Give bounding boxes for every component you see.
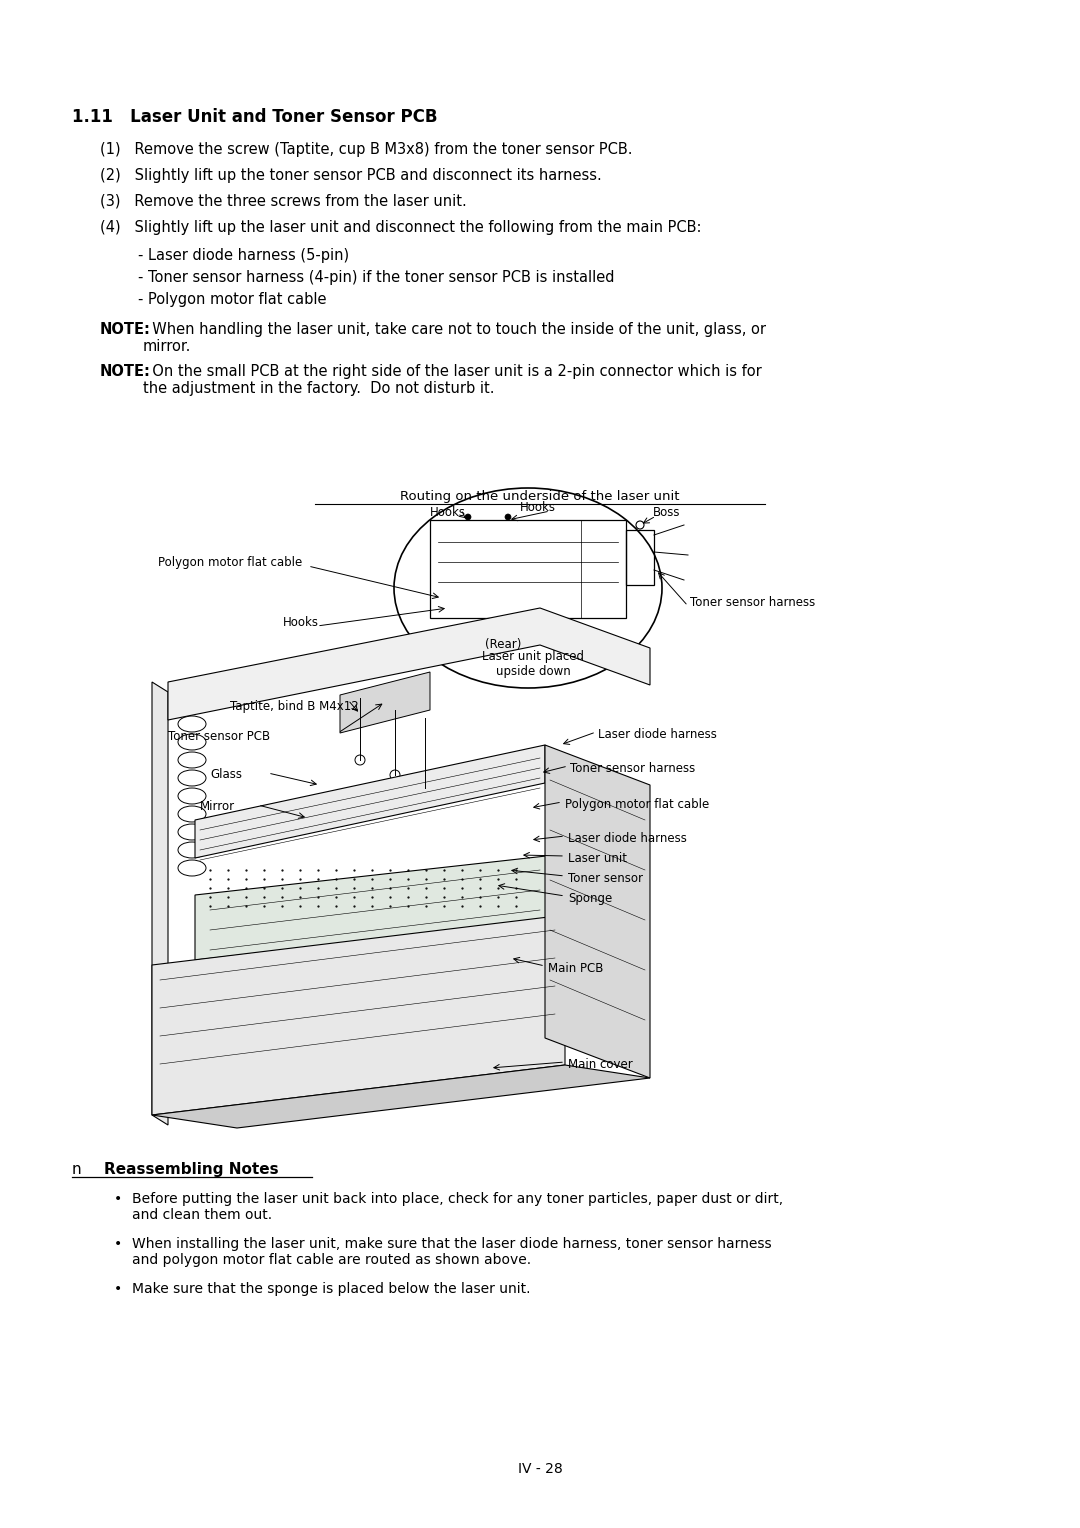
Text: Laser unit: Laser unit bbox=[568, 853, 627, 865]
Circle shape bbox=[465, 513, 471, 520]
Polygon shape bbox=[168, 608, 650, 720]
Text: Glass: Glass bbox=[210, 769, 242, 781]
Polygon shape bbox=[152, 915, 565, 1115]
Text: Toner sensor harness: Toner sensor harness bbox=[570, 762, 696, 775]
Text: Routing on the underside of the laser unit: Routing on the underside of the laser un… bbox=[401, 490, 679, 503]
Text: Polygon motor flat cable: Polygon motor flat cable bbox=[565, 798, 710, 811]
Text: n: n bbox=[72, 1161, 82, 1177]
Text: Make sure that the sponge is placed below the laser unit.: Make sure that the sponge is placed belo… bbox=[132, 1282, 530, 1296]
Text: - Laser diode harness (5-pin): - Laser diode harness (5-pin) bbox=[138, 248, 349, 263]
Text: Hooks: Hooks bbox=[519, 501, 556, 513]
Bar bbox=[626, 530, 654, 585]
Text: •: • bbox=[113, 1282, 122, 1296]
Text: - Polygon motor flat cable: - Polygon motor flat cable bbox=[138, 292, 326, 307]
Text: upside down: upside down bbox=[496, 665, 570, 678]
Text: (4)   Slightly lift up the laser unit and disconnect the following from the main: (4) Slightly lift up the laser unit and … bbox=[100, 220, 702, 235]
Text: Taptite, bind B M4x12: Taptite, bind B M4x12 bbox=[230, 700, 359, 714]
Text: Reassembling Notes: Reassembling Notes bbox=[104, 1161, 279, 1177]
Text: NOTE:: NOTE: bbox=[100, 322, 151, 338]
Circle shape bbox=[505, 513, 511, 520]
Text: •: • bbox=[113, 1238, 122, 1251]
Text: (3)   Remove the three screws from the laser unit.: (3) Remove the three screws from the las… bbox=[100, 194, 467, 209]
Text: (1)   Remove the screw (Taptite, cup B M3x8) from the toner sensor PCB.: (1) Remove the screw (Taptite, cup B M3x… bbox=[100, 142, 633, 157]
Text: Laser diode harness: Laser diode harness bbox=[598, 727, 717, 741]
Text: •: • bbox=[113, 1192, 122, 1206]
Text: NOTE:: NOTE: bbox=[100, 364, 151, 379]
Text: Before putting the laser unit back into place, check for any toner particles, pa: Before putting the laser unit back into … bbox=[132, 1192, 783, 1222]
Text: Toner sensor: Toner sensor bbox=[568, 872, 643, 885]
Text: IV - 28: IV - 28 bbox=[517, 1462, 563, 1476]
Bar bbox=[430, 520, 626, 617]
Text: Boss: Boss bbox=[653, 506, 680, 520]
Text: Hooks: Hooks bbox=[430, 506, 465, 520]
Text: Sponge: Sponge bbox=[568, 892, 612, 905]
Text: 1.11   Laser Unit and Toner Sensor PCB: 1.11 Laser Unit and Toner Sensor PCB bbox=[72, 108, 437, 125]
Text: Main PCB: Main PCB bbox=[548, 963, 604, 975]
Text: Mirror: Mirror bbox=[200, 801, 235, 813]
Text: Toner sensor harness: Toner sensor harness bbox=[690, 596, 815, 610]
Text: (2)   Slightly lift up the toner sensor PCB and disconnect its harness.: (2) Slightly lift up the toner sensor PC… bbox=[100, 168, 602, 183]
Text: On the small PCB at the right side of the laser unit is a 2-pin connector which : On the small PCB at the right side of th… bbox=[143, 364, 761, 396]
Text: Laser unit placed: Laser unit placed bbox=[482, 649, 584, 663]
Polygon shape bbox=[340, 672, 430, 733]
Text: Hooks: Hooks bbox=[283, 616, 319, 630]
Text: Laser diode harness: Laser diode harness bbox=[568, 833, 687, 845]
Text: Toner sensor PCB: Toner sensor PCB bbox=[168, 730, 270, 743]
Polygon shape bbox=[195, 856, 555, 960]
Text: When installing the laser unit, make sure that the laser diode harness, toner se: When installing the laser unit, make sur… bbox=[132, 1238, 771, 1267]
Text: - Toner sensor harness (4-pin) if the toner sensor PCB is installed: - Toner sensor harness (4-pin) if the to… bbox=[138, 270, 615, 286]
Text: Polygon motor flat cable: Polygon motor flat cable bbox=[158, 556, 302, 568]
Text: (Rear): (Rear) bbox=[485, 639, 522, 651]
Polygon shape bbox=[152, 681, 168, 1125]
Polygon shape bbox=[152, 1065, 650, 1128]
Text: When handling the laser unit, take care not to touch the inside of the unit, gla: When handling the laser unit, take care … bbox=[143, 322, 766, 354]
Polygon shape bbox=[195, 746, 545, 859]
Text: Main cover: Main cover bbox=[568, 1057, 633, 1071]
Polygon shape bbox=[545, 746, 650, 1077]
